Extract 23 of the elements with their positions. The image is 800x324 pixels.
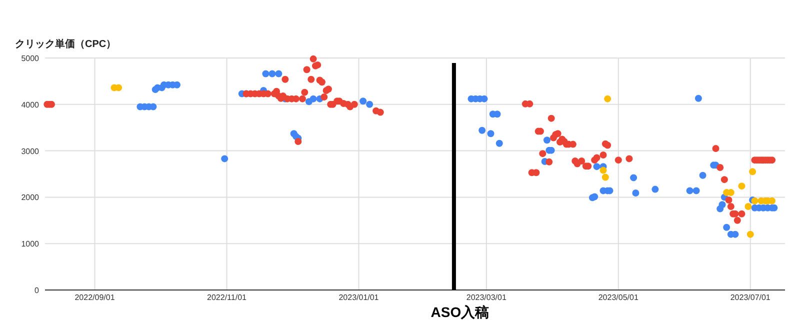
point <box>604 95 612 102</box>
point <box>749 168 756 176</box>
point <box>744 202 752 210</box>
x-tick-label: 2023/01/01 <box>338 293 380 302</box>
y-tick-label: 4000 <box>21 100 40 110</box>
x-tick-label: 2022/11/01 <box>207 293 248 302</box>
y-tick-label: 5000 <box>21 54 40 63</box>
point <box>768 197 776 204</box>
y-tick-label: 1000 <box>21 240 40 249</box>
point <box>600 166 607 174</box>
point <box>738 182 746 190</box>
x-tick-label: 2023/05/01 <box>598 293 639 302</box>
y-axis-title: クリック単価（CPC） <box>15 38 116 50</box>
point <box>746 230 754 238</box>
y-tick-label: 2000 <box>21 193 40 202</box>
point <box>115 84 122 92</box>
ref-line-label: ASO入稿 <box>430 304 490 320</box>
point <box>602 174 609 181</box>
x-tick-label: 2023/07/01 <box>730 293 771 302</box>
y-tick-label: 0 <box>34 286 40 295</box>
x-tick-label: 2022/09/01 <box>74 293 116 302</box>
y-tick-label: 3000 <box>21 146 40 156</box>
x-tick-label: 2023/03/01 <box>466 293 507 302</box>
